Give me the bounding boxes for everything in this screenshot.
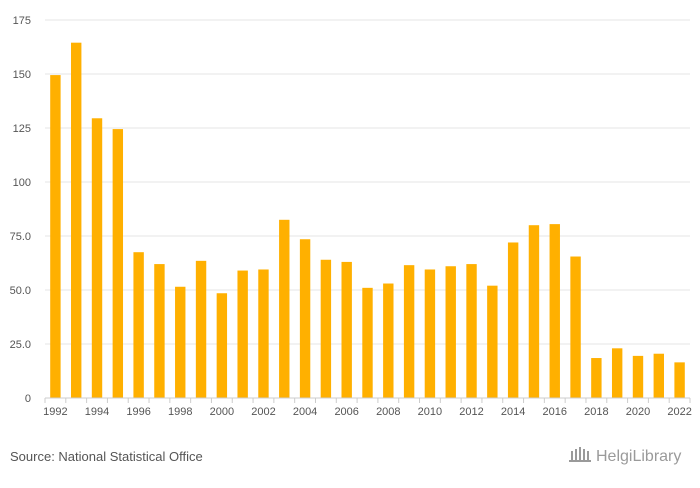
- helgi-building-icon: [568, 445, 592, 468]
- y-tick-label: 125: [13, 123, 31, 135]
- x-tick-label: 2016: [543, 406, 567, 418]
- y-tick-label: 175: [13, 15, 31, 27]
- x-tick-label: 1996: [126, 406, 150, 418]
- bar-1998[interactable]: [175, 286, 186, 398]
- x-tick-label: 1994: [85, 406, 109, 418]
- x-tick-label: 2022: [667, 406, 691, 418]
- y-tick-label: 25.0: [10, 339, 31, 351]
- bar-1997[interactable]: [154, 264, 165, 398]
- bar-2014[interactable]: [507, 242, 519, 398]
- bar-1993[interactable]: [71, 42, 82, 399]
- bars: [50, 42, 685, 399]
- x-tick-label: 2012: [459, 406, 483, 418]
- x-tick-label: 2020: [626, 406, 650, 418]
- x-tick-label: 2010: [418, 406, 442, 418]
- logo-text: HelgiLibrary: [596, 447, 682, 465]
- bar-2005[interactable]: [320, 259, 332, 398]
- source-note: Source: National Statistical Office: [10, 449, 203, 464]
- bar-2000[interactable]: [216, 293, 228, 398]
- x-tick-label: 2014: [501, 406, 525, 418]
- bar-2008[interactable]: [383, 283, 394, 398]
- y-tick-label: 100: [13, 177, 31, 189]
- bar-2013[interactable]: [487, 285, 498, 398]
- y-tick-label: 50.0: [10, 285, 31, 297]
- x-tick-label: 1998: [168, 406, 192, 418]
- bar-1994[interactable]: [91, 118, 103, 398]
- bar-1992[interactable]: [50, 75, 61, 398]
- bar-1996[interactable]: [133, 252, 144, 398]
- bar-2019[interactable]: [611, 348, 623, 398]
- gridlines: [45, 19, 690, 345]
- x-tick-label: 2006: [334, 406, 358, 418]
- helgi-library-logo[interactable]: HelgiLibrary: [568, 445, 681, 468]
- y-axis: 0 25.0 50.0 75.0 100 125 150 175: [10, 15, 31, 405]
- y-tick-label: 0: [25, 393, 31, 405]
- y-tick-label: 150: [13, 69, 31, 81]
- x-tick-label: 1992: [43, 406, 67, 418]
- x-tick-label: 2004: [293, 406, 317, 418]
- x-tick-label: 2018: [584, 406, 608, 418]
- bar-2022[interactable]: [674, 362, 685, 398]
- bar-2021[interactable]: [653, 353, 664, 398]
- bar-2001[interactable]: [237, 270, 248, 398]
- bar-2015[interactable]: [528, 225, 540, 398]
- bar-2016[interactable]: [549, 224, 560, 398]
- bar-2018[interactable]: [591, 358, 602, 398]
- bar-2006[interactable]: [341, 261, 352, 398]
- x-tick-label: 2008: [376, 406, 400, 418]
- bar-2004[interactable]: [299, 239, 311, 398]
- y-tick-label: 75.0: [10, 231, 31, 243]
- bar-2007[interactable]: [362, 287, 373, 398]
- bar-2010[interactable]: [424, 269, 436, 398]
- x-axis: 1992 1994 1996 1998 2000 2002 2004 2006 2008 2010…: [43, 397, 692, 418]
- bar-1999[interactable]: [195, 260, 207, 398]
- bar-2011[interactable]: [445, 266, 456, 398]
- bar-2009[interactable]: [403, 265, 415, 398]
- bar-2017[interactable]: [570, 256, 581, 398]
- bar-2003[interactable]: [279, 219, 290, 398]
- bar-2002[interactable]: [258, 269, 269, 398]
- x-tick-label: 2002: [251, 406, 275, 418]
- x-tick-label: 2000: [210, 406, 234, 418]
- bar-2012[interactable]: [466, 264, 477, 398]
- bar-2020[interactable]: [632, 355, 644, 398]
- bar-1995[interactable]: [112, 129, 124, 398]
